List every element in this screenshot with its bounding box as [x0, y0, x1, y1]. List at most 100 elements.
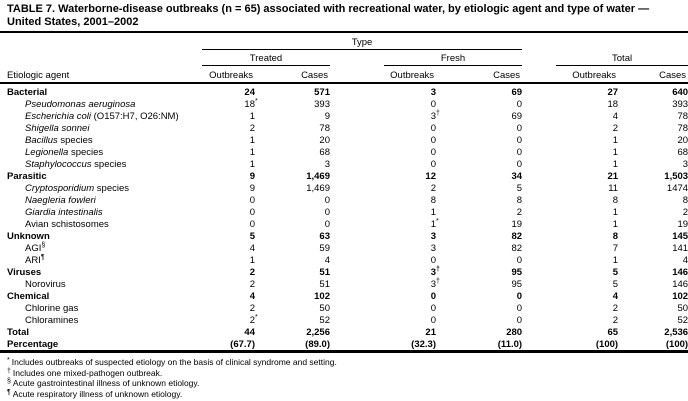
value-cell: 9 — [324, 111, 330, 122]
value-cell: 59 — [319, 243, 330, 254]
value-cell: 1 — [612, 147, 619, 158]
column-gap — [522, 266, 556, 278]
column-gap — [522, 314, 556, 326]
value-cell: 20 — [677, 135, 688, 146]
value-cell: 82 — [511, 243, 523, 254]
column-gap — [330, 218, 384, 230]
value-cell: 0 — [516, 315, 523, 326]
column-gap — [522, 254, 556, 266]
column-gap — [522, 218, 556, 230]
footnote-text: Acute gastrointestinal illness of unknow… — [12, 378, 200, 388]
value-cell: 2 — [612, 123, 619, 134]
column-gap — [330, 134, 384, 146]
column-gap — [330, 326, 384, 338]
treated-group-header: Treated — [202, 49, 330, 66]
value-cell: 0 — [430, 303, 436, 314]
value-cell: 1 — [612, 255, 619, 266]
table-body: Bacterial 24 571 3 69 27 640 Pseudomonas aerugi… — [0, 83, 688, 353]
value-cell: 69 — [511, 87, 523, 98]
value-cell: 78 — [677, 111, 688, 122]
column-header-row: Etiologic agent Outbreaks Cases Outbreak… — [0, 65, 688, 84]
value-cell: 50 — [677, 303, 688, 314]
value-cell: (67.7) — [202, 338, 255, 353]
footnote-marker: * — [7, 357, 10, 364]
value-cell: 0 — [324, 219, 330, 230]
value-cell: 4 — [612, 291, 619, 302]
footnote-text: Includes one mixed-pathogen outbreak. — [12, 367, 163, 378]
value-cell: 1 — [612, 135, 619, 146]
row-label: Escherichia coli (O157:H7, O26:NM) — [25, 111, 179, 122]
value-cell: 0 — [430, 291, 436, 302]
spacer — [330, 50, 384, 66]
value-cell: 3 — [430, 243, 436, 254]
value-cell: 69 — [511, 111, 523, 122]
table-row: ARI¶ 1 4 0 0 1 4 — [0, 254, 688, 266]
column-gap — [330, 110, 384, 122]
value-cell: 4 — [249, 291, 255, 302]
fresh-group-header: Fresh — [384, 49, 523, 66]
table-header: Type Treated Fresh Total Etiologic agent… — [0, 33, 688, 84]
table-title: TABLE 7. Waterborne-disease outbreaks (n… — [0, 0, 688, 33]
value-cell: 2,256 — [306, 327, 330, 338]
column-gap — [330, 338, 384, 353]
spacer — [522, 50, 556, 66]
value-cell: 2 — [612, 303, 619, 314]
value-cell: 7 — [612, 243, 619, 254]
column-gap — [330, 230, 384, 242]
value-cell: 1 — [612, 159, 619, 170]
table-row: AGI§ 4 59 3 82 7 141 — [0, 242, 688, 254]
value-cell: 2 — [249, 123, 255, 134]
row-label: ARI¶ — [25, 253, 45, 266]
value-cell: 20 — [319, 135, 330, 146]
value-cell: 4 — [682, 255, 688, 266]
column-gap — [330, 314, 384, 326]
row-label: Viruses — [7, 267, 42, 278]
value-cell: 280 — [506, 327, 523, 338]
value-cell: 5 — [612, 279, 619, 290]
column-gap — [522, 230, 556, 242]
value-cell: 0 — [430, 255, 436, 266]
column-gap — [522, 83, 556, 98]
column-gap — [330, 290, 384, 302]
footnotes: * Includes outbreaks of suspected etiolog… — [0, 353, 688, 399]
column-gap — [330, 182, 384, 194]
spacer — [522, 33, 556, 50]
value-cell: 1 — [249, 159, 255, 170]
column-gap — [522, 182, 556, 194]
type-group-header: Type — [202, 33, 523, 50]
footnote-marker: † — [7, 367, 11, 375]
column-gap — [330, 98, 384, 110]
column-gap — [522, 158, 556, 170]
value-cell: 0 — [430, 147, 436, 158]
table-row: Legionella species 1 68 0 0 1 68 — [0, 146, 688, 158]
value-cell: 24 — [244, 87, 255, 98]
total-group-header: Total — [556, 49, 688, 66]
column-gap — [330, 194, 384, 206]
value-cell: 2 — [612, 315, 619, 326]
row-label: Pseudomonas aeruginosa — [25, 99, 136, 110]
treated-cases-header: Cases — [255, 65, 330, 84]
value-cell: 2 — [430, 183, 436, 194]
outbreak-table: Type Treated Fresh Total Etiologic agent… — [0, 33, 688, 353]
value-cell: 1,469 — [306, 183, 330, 194]
value-cell: 1,469 — [306, 171, 330, 182]
row-label: Avian schistosomes — [25, 219, 109, 230]
fresh-cases-header: Cases — [436, 65, 523, 84]
table-row: Escherichia coli (O157:H7, O26:NM) 1 9 3† 69… — [0, 110, 688, 122]
value-cell: 21 — [425, 327, 436, 338]
footnote-text: Includes outbreaks of suspected etiology… — [11, 357, 337, 367]
value-cell: 1* — [430, 217, 439, 230]
table-row: Cryptosporidium species 9 1,469 2 5 11 1474 — [0, 182, 688, 194]
row-label: Bacillus species — [25, 135, 93, 146]
row-label: Total — [7, 327, 29, 338]
value-cell: 19 — [511, 219, 523, 230]
spacer — [556, 33, 688, 50]
row-label: Chloramines — [25, 315, 79, 326]
table-row: Parasitic 9 1,469 12 34 21 1,503 — [0, 170, 688, 182]
value-cell: 0 — [516, 135, 523, 146]
value-cell: 1 — [612, 207, 619, 218]
value-cell: 51 — [319, 279, 330, 290]
value-cell: 1 — [430, 207, 436, 218]
value-cell: 9 — [249, 171, 255, 182]
